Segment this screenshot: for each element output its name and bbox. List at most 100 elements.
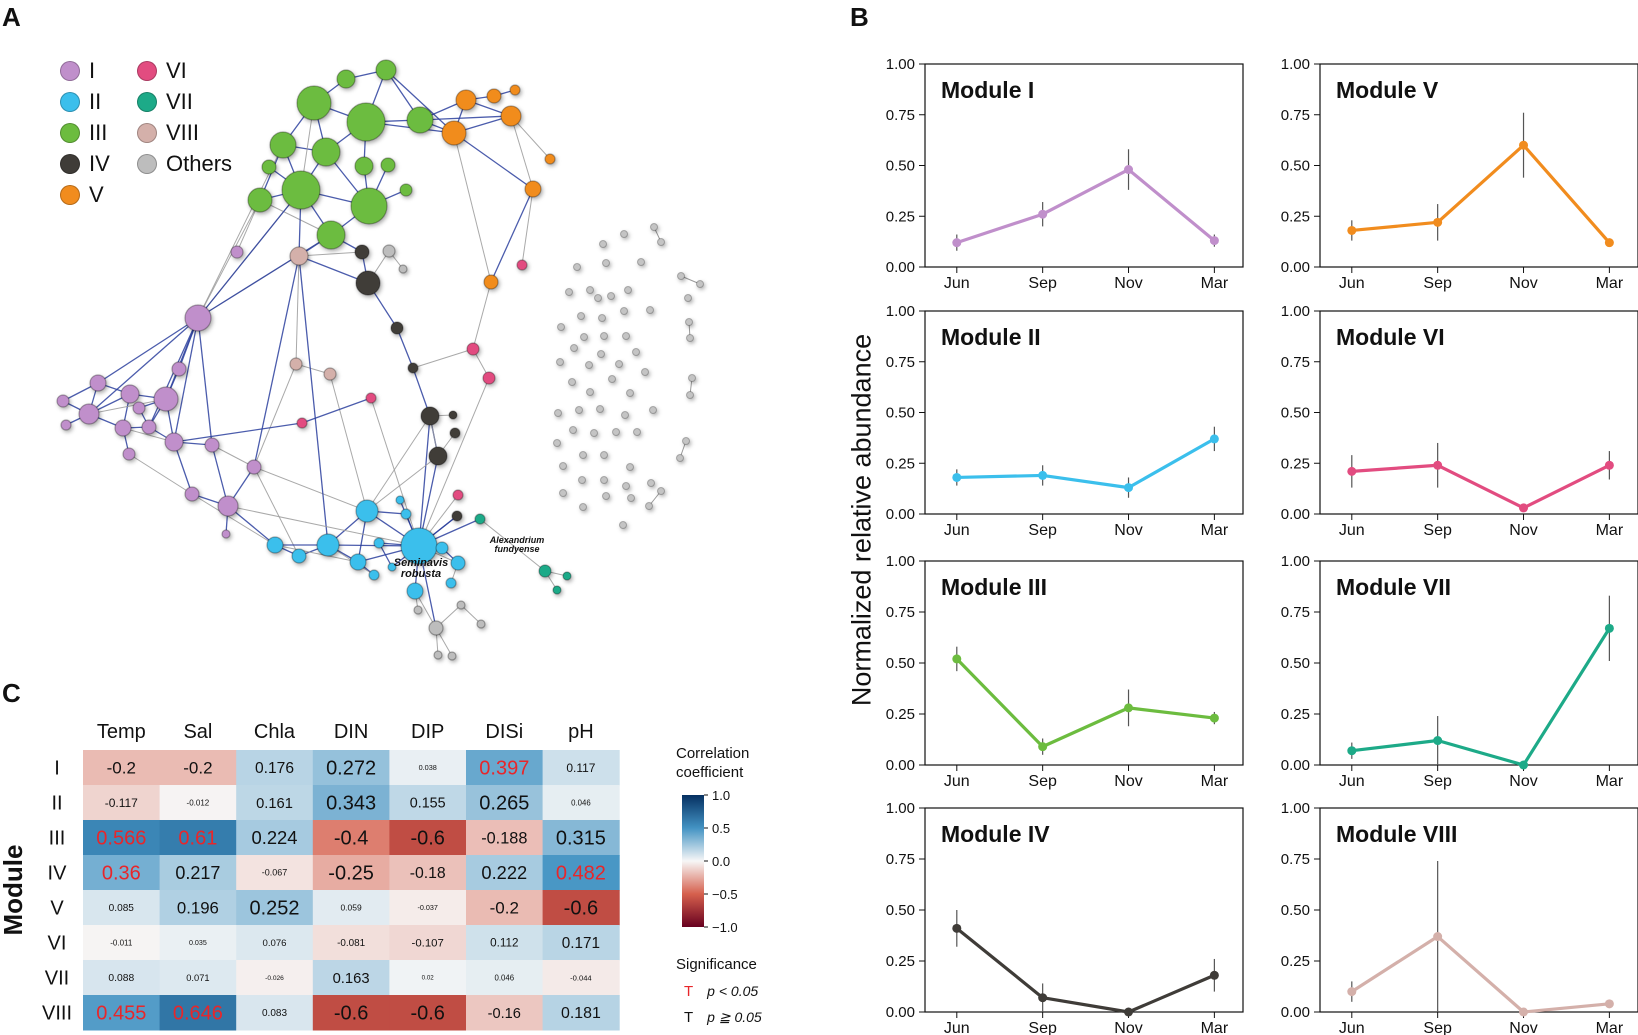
network-node-ii <box>355 499 379 523</box>
network-node-ii <box>373 537 385 549</box>
chart-title: Module VII <box>1336 574 1451 600</box>
network-edge <box>197 234 332 319</box>
network-edge <box>253 363 297 468</box>
network-edge <box>88 317 199 415</box>
heatmap-cell <box>236 820 314 856</box>
cell-label: -0.188 <box>481 829 527 847</box>
y-tick-label: 0.00 <box>1281 506 1310 523</box>
x-tick-label: Sep <box>1423 773 1452 790</box>
cell-label: -0.081 <box>337 938 366 949</box>
cell-label: 0.161 <box>256 796 293 812</box>
network-node-others <box>626 463 634 471</box>
network-edge <box>274 544 359 563</box>
sig-marker-red: T <box>684 983 694 1000</box>
network-node-others <box>650 223 658 231</box>
network-node-i <box>230 245 244 259</box>
colorbar-tick-label: 0.5 <box>712 821 730 836</box>
y-tick-label: 0.50 <box>886 902 915 919</box>
network-node-others <box>590 429 598 437</box>
network-node-iii <box>350 187 388 225</box>
column-header: Chla <box>254 721 296 743</box>
network-node-ii <box>395 495 405 505</box>
network-edge <box>453 132 492 283</box>
network-node-others <box>608 375 616 383</box>
network-node-viii <box>289 246 309 266</box>
cell-label: -0.6 <box>410 828 444 850</box>
series-line <box>956 437 1216 490</box>
network-edge <box>211 444 255 468</box>
chart-module-vi: 0.00 0.25 0.50 0.75 1.00 Jun Sep Nov Mar Module V… <box>1281 303 1638 539</box>
network-node-others <box>557 323 565 331</box>
network-node-others <box>594 294 602 302</box>
series-line <box>1351 627 1611 767</box>
heatmap-cell <box>466 785 544 821</box>
network-node-v <box>486 88 502 104</box>
legend-swatch <box>60 123 80 143</box>
network-edge <box>521 188 534 266</box>
heatmap-cell <box>159 855 237 891</box>
heatmap-cell <box>236 890 314 926</box>
network-edge <box>298 251 363 257</box>
network-node-i <box>184 304 212 332</box>
network-node-iv <box>390 321 404 335</box>
network-node-ii <box>266 536 284 554</box>
data-point <box>1519 503 1529 513</box>
data-point <box>1124 165 1134 175</box>
heatmap-cell <box>466 960 544 996</box>
heatmap-cell <box>542 820 620 856</box>
heatmap-cell <box>159 750 237 786</box>
legend-item-iii: III <box>60 120 107 146</box>
network-node-iv <box>451 510 463 522</box>
cell-label: 0.046 <box>571 798 591 807</box>
y-tick-label: 0.25 <box>1281 455 1310 472</box>
x-tick-label: Jun <box>944 275 970 292</box>
series-line <box>1350 934 1610 1014</box>
network-edge <box>419 115 512 121</box>
network-edge <box>453 132 534 190</box>
heatmap-cell <box>159 995 237 1031</box>
network-node-o <box>447 651 457 661</box>
legend-label: I <box>89 58 96 83</box>
heatmap-cell <box>466 925 544 961</box>
network-node-others <box>622 482 630 490</box>
network-node-others <box>578 476 586 484</box>
network-edge <box>191 493 276 546</box>
network-node-others <box>579 503 587 511</box>
legend-label: VIII <box>166 120 200 145</box>
cell-label: -0.6 <box>410 1003 444 1025</box>
y-tick-label: 0.25 <box>886 455 915 472</box>
column-header: DIP <box>411 721 444 743</box>
cell-label: 0.224 <box>251 827 297 848</box>
y-tick-label: 0.75 <box>1281 354 1310 371</box>
x-tick-label: Jun <box>944 1020 970 1035</box>
x-tick-label: Mar <box>1201 522 1229 539</box>
y-tick-label: 0.50 <box>1281 655 1310 672</box>
heatmap-cell <box>312 855 390 891</box>
significance-title: Significance <box>676 956 757 973</box>
data-point <box>1604 623 1614 633</box>
legend-swatch <box>60 61 80 81</box>
network-node-i <box>89 374 107 392</box>
network-node-others <box>647 479 655 487</box>
y-tick-label: 1.00 <box>886 800 915 817</box>
network-node-viii <box>323 367 337 381</box>
network-node-iv <box>407 362 419 374</box>
data-point <box>1209 970 1219 980</box>
heatmap-cell <box>389 925 467 961</box>
heatmap-cell <box>83 820 161 856</box>
chart-module-i: 0.00 0.25 0.50 0.75 1.00 Jun Sep Nov Mar Module I <box>886 56 1244 292</box>
heatmap-cell <box>312 820 390 856</box>
network-node-i <box>171 361 187 377</box>
network-node-vi <box>466 342 480 356</box>
heatmap-cell <box>83 855 161 891</box>
cell-label: 0.181 <box>561 1005 601 1022</box>
heatmap-cell <box>83 960 161 996</box>
network-node-others <box>637 258 645 266</box>
cell-label: -0.2 <box>107 759 136 778</box>
data-point <box>1038 470 1048 480</box>
network-node-others <box>676 454 684 462</box>
data-point <box>1604 460 1614 470</box>
network-node-i <box>221 529 231 539</box>
network-node-others <box>677 272 685 280</box>
heatmap-cell <box>542 890 620 926</box>
